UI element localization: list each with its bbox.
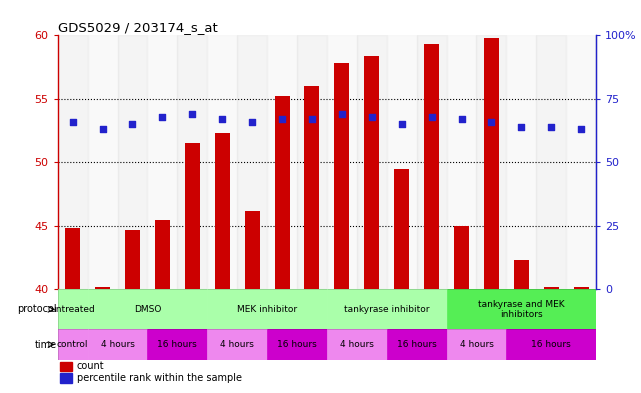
Point xyxy=(157,114,167,120)
Bar xyxy=(58,329,88,360)
Bar xyxy=(274,96,290,289)
Point xyxy=(576,126,587,132)
Bar xyxy=(327,35,357,289)
Point xyxy=(397,121,407,127)
Bar xyxy=(267,35,297,289)
Text: GDS5029 / 203174_s_at: GDS5029 / 203174_s_at xyxy=(58,21,217,34)
Bar xyxy=(304,86,319,289)
Text: 4 hours: 4 hours xyxy=(101,340,135,349)
Bar xyxy=(447,289,596,329)
Point xyxy=(277,116,287,122)
Bar xyxy=(447,35,476,289)
Text: 4 hours: 4 hours xyxy=(221,340,254,349)
Bar xyxy=(514,260,529,289)
Bar xyxy=(357,35,387,289)
Point xyxy=(128,121,138,127)
Point xyxy=(217,116,228,122)
Bar xyxy=(394,169,409,289)
Bar xyxy=(387,35,417,289)
Text: 16 hours: 16 hours xyxy=(397,340,437,349)
Bar xyxy=(60,362,72,371)
Bar xyxy=(147,35,178,289)
Bar xyxy=(267,329,327,360)
Point xyxy=(97,126,108,132)
Text: tankyrase and MEK
inhibitors: tankyrase and MEK inhibitors xyxy=(478,299,565,319)
Bar xyxy=(574,287,588,289)
Point xyxy=(337,111,347,117)
Bar xyxy=(544,287,559,289)
Point xyxy=(187,111,197,117)
Point xyxy=(487,119,497,125)
Bar xyxy=(117,35,147,289)
Text: untreated: untreated xyxy=(50,305,95,314)
Bar xyxy=(60,373,72,383)
Text: time: time xyxy=(35,340,57,349)
Bar xyxy=(424,44,439,289)
Bar xyxy=(178,35,207,289)
Text: control: control xyxy=(57,340,88,349)
Text: tankyrase inhibitor: tankyrase inhibitor xyxy=(344,305,429,314)
Bar xyxy=(88,35,117,289)
Bar xyxy=(476,35,506,289)
Text: 4 hours: 4 hours xyxy=(460,340,494,349)
Text: DMSO: DMSO xyxy=(134,305,161,314)
Bar xyxy=(327,289,447,329)
Bar xyxy=(327,329,387,360)
Bar xyxy=(95,287,110,289)
Point xyxy=(307,116,317,122)
Bar xyxy=(364,56,379,289)
Bar xyxy=(215,133,229,289)
Text: MEK inhibitor: MEK inhibitor xyxy=(237,305,297,314)
Point xyxy=(516,124,526,130)
Text: protocol: protocol xyxy=(17,304,57,314)
Point xyxy=(426,114,437,120)
Text: 16 hours: 16 hours xyxy=(531,340,571,349)
Point xyxy=(247,119,257,125)
Text: 4 hours: 4 hours xyxy=(340,340,374,349)
Bar xyxy=(207,289,327,329)
Bar xyxy=(207,329,267,360)
Bar xyxy=(566,35,596,289)
Text: count: count xyxy=(76,361,104,371)
Bar xyxy=(484,38,499,289)
Point xyxy=(546,124,556,130)
Text: 16 hours: 16 hours xyxy=(277,340,317,349)
Point xyxy=(456,116,467,122)
Bar xyxy=(537,35,566,289)
Bar xyxy=(506,35,537,289)
Bar xyxy=(417,35,447,289)
Bar xyxy=(447,329,506,360)
Bar xyxy=(88,329,147,360)
Bar xyxy=(65,228,80,289)
Text: 16 hours: 16 hours xyxy=(158,340,197,349)
Bar xyxy=(506,329,596,360)
Point xyxy=(67,119,78,125)
Bar xyxy=(125,230,140,289)
Bar xyxy=(58,289,88,329)
Bar xyxy=(207,35,237,289)
Bar xyxy=(147,329,207,360)
Bar xyxy=(237,35,267,289)
Bar xyxy=(155,220,170,289)
Bar xyxy=(335,63,349,289)
Bar xyxy=(185,143,200,289)
Bar xyxy=(297,35,327,289)
Bar xyxy=(88,289,207,329)
Bar xyxy=(58,35,88,289)
Bar xyxy=(245,211,260,289)
Text: percentile rank within the sample: percentile rank within the sample xyxy=(76,373,242,383)
Bar xyxy=(387,329,447,360)
Point xyxy=(367,114,377,120)
Bar xyxy=(454,226,469,289)
